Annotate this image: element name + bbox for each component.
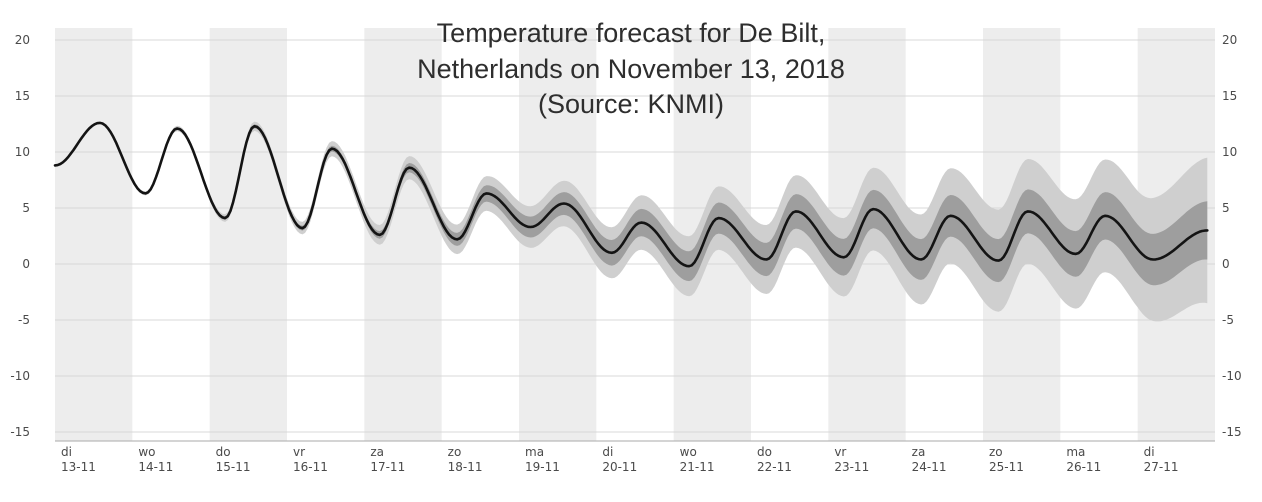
x-tick-day-label: vr xyxy=(834,445,846,459)
x-tick-date-label: 23-11 xyxy=(834,460,869,474)
inner-uncertainty-band xyxy=(55,122,1208,286)
y-tick-label-left: 15 xyxy=(15,89,30,103)
y-tick-label-right: -5 xyxy=(1222,313,1234,327)
y-tick-label-right: -10 xyxy=(1222,369,1242,383)
x-tick-day-label: ma xyxy=(1066,445,1085,459)
x-tick-day-label: di xyxy=(1144,445,1155,459)
x-tick-day-label: do xyxy=(757,445,772,459)
y-tick-label-left: -10 xyxy=(10,369,30,383)
median-temperature-line xyxy=(53,121,1209,268)
x-tick-date-label: 24-11 xyxy=(912,460,947,474)
x-tick-day-label: ma xyxy=(525,445,544,459)
x-tick-day-label: wo xyxy=(680,445,697,459)
x-tick-day-label: zo xyxy=(448,445,462,459)
x-tick-date-label: 27-11 xyxy=(1144,460,1179,474)
x-tick-date-label: 16-11 xyxy=(293,460,328,474)
x-tick-date-label: 26-11 xyxy=(1066,460,1101,474)
y-tick-label-right: -15 xyxy=(1222,425,1242,439)
y-tick-label-left: 10 xyxy=(15,145,30,159)
x-tick-date-label: 25-11 xyxy=(989,460,1024,474)
x-tick-date-label: 18-11 xyxy=(448,460,483,474)
day-stripe xyxy=(209,28,287,441)
x-tick-day-label: di xyxy=(61,445,72,459)
x-tick-date-label: 20-11 xyxy=(602,460,637,474)
x-tick-day-label: do xyxy=(216,445,231,459)
y-tick-label-right: 0 xyxy=(1222,257,1230,271)
x-tick-date-label: 19-11 xyxy=(525,460,560,474)
x-tick-day-label: zo xyxy=(989,445,1003,459)
x-tick-day-label: za xyxy=(912,445,926,459)
y-tick-label-left: 20 xyxy=(15,33,30,47)
y-tick-label-right: 15 xyxy=(1222,89,1237,103)
x-tick-date-label: 15-11 xyxy=(216,460,251,474)
x-tick-day-label: vr xyxy=(293,445,305,459)
y-tick-label-right: 10 xyxy=(1222,145,1237,159)
y-tick-label-left: 0 xyxy=(22,257,30,271)
y-tick-label-right: 20 xyxy=(1222,33,1237,47)
y-tick-label-left: 5 xyxy=(22,201,30,215)
x-tick-date-label: 13-11 xyxy=(61,460,96,474)
x-tick-date-label: 21-11 xyxy=(680,460,715,474)
x-tick-day-label: za xyxy=(370,445,384,459)
x-tick-day-label: wo xyxy=(138,445,155,459)
x-tick-day-label: di xyxy=(602,445,613,459)
day-stripe xyxy=(55,28,133,441)
x-tick-date-label: 22-11 xyxy=(757,460,792,474)
y-tick-label-left: -15 xyxy=(10,425,30,439)
y-tick-label-right: 5 xyxy=(1222,201,1230,215)
x-tick-date-label: 14-11 xyxy=(138,460,173,474)
y-tick-label-left: -5 xyxy=(18,313,30,327)
x-tick-date-label: 17-11 xyxy=(370,460,405,474)
